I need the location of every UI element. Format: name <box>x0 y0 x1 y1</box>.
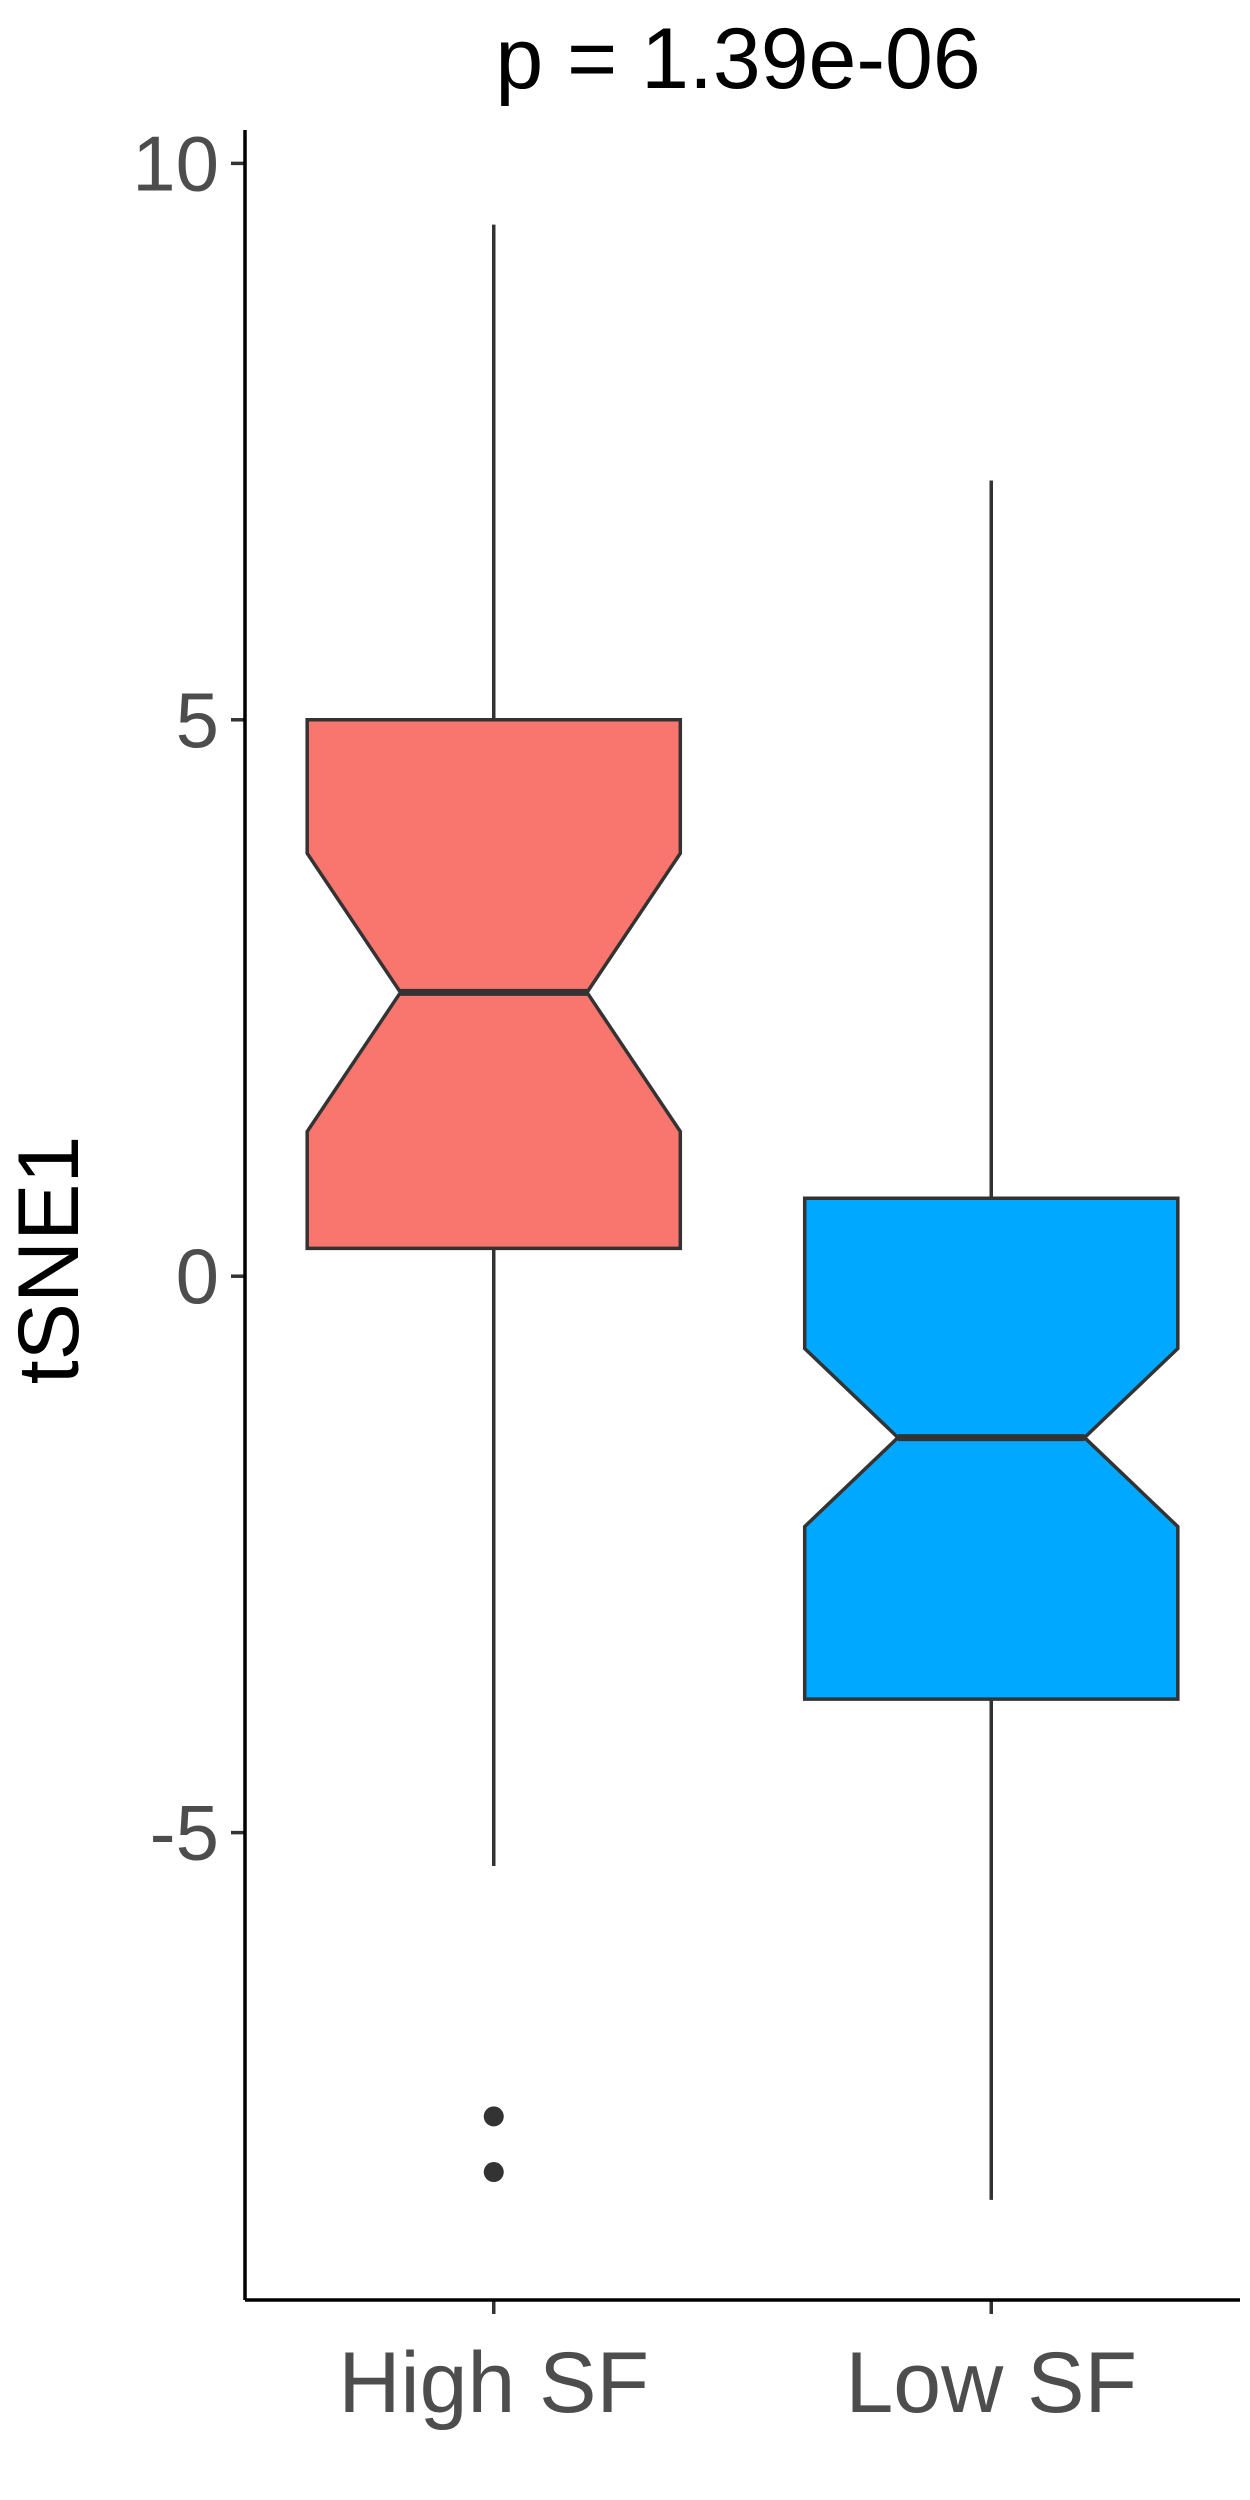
chart-title: p = 1.39e-06 <box>495 11 980 107</box>
box-group <box>305 224 1180 2200</box>
box-body <box>305 718 683 1251</box>
outlier-point <box>483 2106 504 2127</box>
y-tick-label: 5 <box>176 676 219 764</box>
box-low-sf <box>802 480 1180 2200</box>
x-tick-label: High SF <box>338 2335 649 2431</box>
y-tick-label: -5 <box>150 1789 219 1877</box>
y-axis-title: tSNE1 <box>1 1136 97 1385</box>
box-body <box>802 1196 1180 1701</box>
x-axis-ticks: High SF Low SF <box>338 2300 1137 2431</box>
outlier-point <box>483 2162 504 2183</box>
box-high-sf <box>305 224 683 2183</box>
y-axis-ticks: -5 0 5 10 <box>132 119 245 1877</box>
x-tick-label: Low SF <box>845 2335 1137 2431</box>
y-tick-label: 0 <box>176 1232 219 1320</box>
y-tick-label: 10 <box>132 119 219 207</box>
